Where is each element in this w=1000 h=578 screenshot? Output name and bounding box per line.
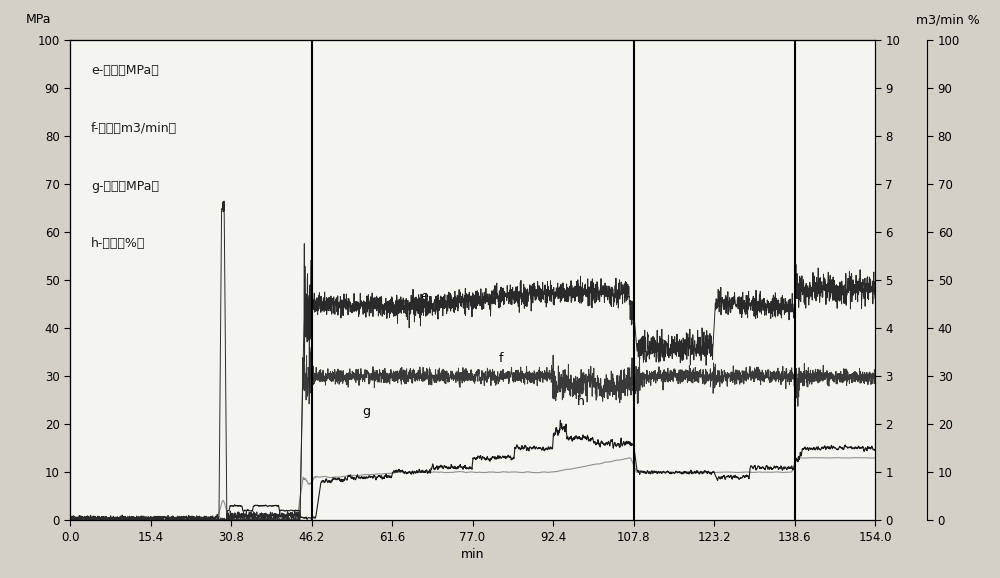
Text: MPa: MPa [26,13,51,26]
Text: g: g [363,405,371,418]
Text: g-套压（MPa）: g-套压（MPa） [91,180,159,192]
Text: f: f [499,352,503,365]
Text: e-油压（MPa）: e-油压（MPa） [91,64,159,77]
Text: f-排量（m3/min）: f-排量（m3/min） [91,122,177,135]
Text: m3/min %: m3/min % [916,13,979,26]
Text: h-砂比（%）: h-砂比（%） [91,237,145,250]
X-axis label: min: min [461,548,484,561]
Text: h: h [577,395,585,408]
Text: e: e [420,290,428,302]
